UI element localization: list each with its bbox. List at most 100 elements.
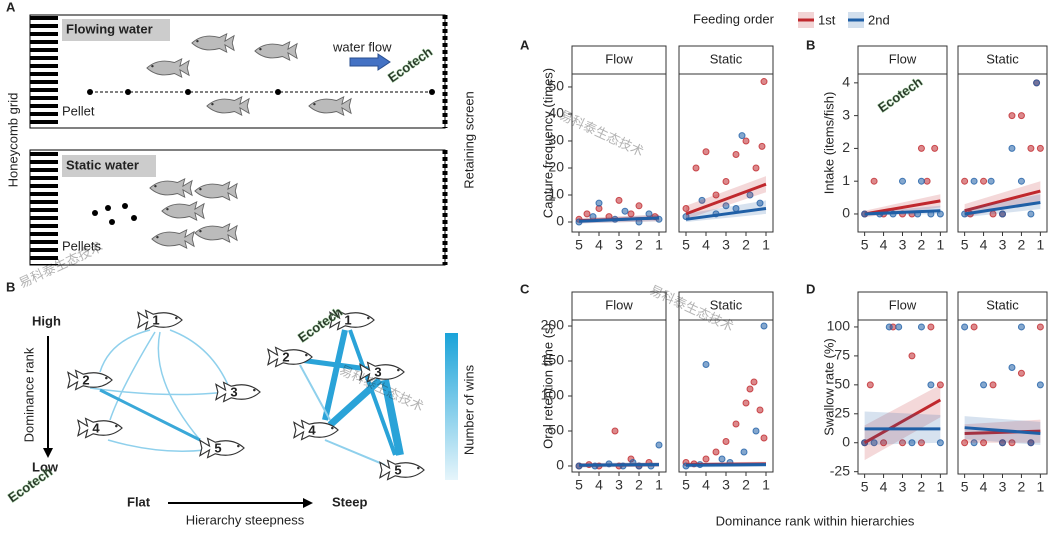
panel-letter: A: [520, 37, 530, 52]
point: [1017, 177, 1025, 185]
strip-label: Flow: [605, 51, 633, 66]
x-tick-label: 2: [1018, 237, 1026, 253]
fish: [151, 229, 195, 249]
point: [722, 177, 730, 185]
point: [742, 399, 750, 407]
fish: [67, 369, 113, 391]
fish: [379, 459, 425, 481]
point: [987, 177, 995, 185]
strip-label: Static: [710, 51, 743, 66]
color-bar-label: Number of wins: [461, 364, 476, 455]
axis-label: Dominance rank: [21, 347, 36, 442]
point: [999, 210, 1006, 218]
x-tick-label: 5: [961, 479, 969, 495]
point: [621, 207, 629, 215]
fit-line: [964, 189, 1041, 213]
panel-letter: C: [520, 281, 530, 296]
point: [756, 406, 764, 414]
point: [746, 385, 754, 393]
side-label: Retaining screen: [461, 91, 476, 189]
point: [1008, 144, 1016, 152]
point: [698, 196, 706, 204]
axis-end: High: [32, 313, 61, 328]
point: [1027, 210, 1035, 218]
fish: [161, 201, 205, 221]
point: [1017, 369, 1025, 377]
plot-area: [957, 319, 1048, 475]
x-tick-label: 4: [702, 237, 710, 253]
pellets: [92, 203, 137, 225]
y-tick-label: 75: [834, 347, 850, 363]
x-tick-label: 1: [1036, 479, 1044, 495]
point: [746, 191, 754, 199]
point: [931, 144, 939, 152]
grid-icon: [30, 15, 58, 128]
y-tick-label: 1: [842, 172, 850, 188]
diagram-b: B High Dominance rank Low Flat Steep Hie…: [6, 279, 476, 527]
x-tick-label: 3: [722, 477, 730, 493]
x-tick-label: 3: [615, 477, 623, 493]
y-tick-label: 25: [834, 404, 850, 420]
x-tick-label: 2: [1018, 479, 1026, 495]
fit-line: [964, 426, 1041, 435]
point: [970, 177, 978, 185]
y-tick-label: 0: [842, 433, 850, 449]
point: [1027, 439, 1035, 447]
x-tick-label: 1: [936, 479, 944, 495]
point: [908, 352, 916, 360]
plot-area: [957, 73, 1048, 233]
point: [1017, 323, 1025, 331]
point: [880, 439, 888, 447]
fish: [267, 346, 313, 368]
plot-area: [857, 73, 948, 233]
point: [917, 144, 925, 152]
fit-line: [864, 209, 941, 216]
x-tick-label: 3: [615, 237, 623, 253]
point: [738, 132, 746, 140]
legend-label: 1st: [818, 12, 836, 27]
point: [961, 323, 969, 331]
x-tick-label: 1: [762, 237, 770, 253]
axis-end: Flat: [127, 494, 151, 509]
strip: [678, 45, 774, 75]
x-tick-label: 2: [742, 237, 750, 253]
confidence-band: [964, 181, 1041, 218]
y-tick-label: 2: [842, 139, 850, 155]
y-tick-label: 30: [548, 132, 564, 148]
y-tick-label: 4: [842, 74, 850, 90]
plot-area: [678, 73, 774, 233]
point: [702, 148, 710, 156]
point: [899, 439, 906, 447]
point: [1008, 439, 1016, 447]
plot-area: [678, 319, 774, 473]
fish: [77, 417, 123, 439]
x-tick-label: 4: [595, 237, 603, 253]
fish: [254, 41, 298, 61]
point: [702, 361, 710, 369]
fit-line: [578, 463, 660, 467]
y-axis-title: Swallow rate (%): [821, 338, 836, 436]
watermark: Ecotech: [385, 44, 435, 85]
fit-line: [864, 199, 941, 216]
fish: [146, 58, 190, 78]
y-axis-title: Capture frequency (times): [540, 68, 555, 218]
point: [718, 455, 726, 463]
fit-line: [685, 182, 767, 216]
point: [870, 177, 878, 185]
fish: [149, 178, 193, 198]
legend-label: 2nd: [868, 12, 890, 27]
pellet-label: Pellet: [62, 103, 95, 118]
point: [752, 164, 760, 172]
point: [961, 177, 969, 185]
x-tick-label: 2: [918, 237, 926, 253]
point: [908, 439, 916, 447]
point: [760, 322, 768, 330]
tank-label: Static water: [66, 157, 139, 172]
point: [583, 210, 591, 218]
x-tick-label: 3: [999, 237, 1007, 253]
fit-line: [685, 207, 767, 221]
x-tick-label: 5: [861, 237, 869, 253]
node-label: 3: [230, 384, 237, 399]
x-tick-label: 1: [1036, 237, 1044, 253]
